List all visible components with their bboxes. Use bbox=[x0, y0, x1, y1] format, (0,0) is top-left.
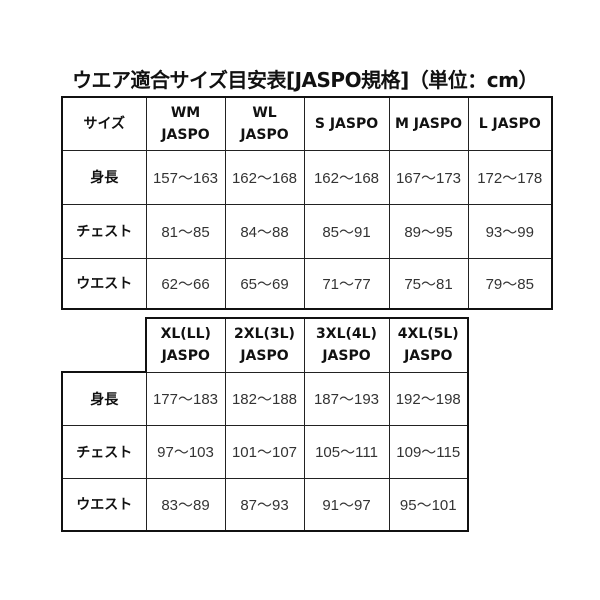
empty-corner bbox=[62, 318, 146, 372]
cell: 162〜168 bbox=[303, 149, 390, 205]
cell: 192〜198 bbox=[388, 371, 469, 426]
column-header: L JASPO bbox=[467, 96, 553, 151]
column-header: M JASPO bbox=[388, 96, 469, 151]
header-line2: JASPO bbox=[240, 348, 289, 365]
table-row: ウエスト 62〜66 65〜69 71〜77 75〜81 79〜85 bbox=[61, 257, 553, 310]
row-label: 身長 bbox=[61, 371, 147, 426]
cell: 105〜111 bbox=[303, 424, 390, 479]
cell: 62〜66 bbox=[145, 257, 226, 310]
cell: 97〜103 bbox=[145, 424, 226, 479]
cell: 89〜95 bbox=[388, 203, 469, 259]
corner-header: サイズ bbox=[61, 96, 147, 151]
cell: 162〜168 bbox=[224, 149, 305, 205]
cell: 87〜93 bbox=[224, 477, 305, 532]
column-header: S JASPO bbox=[303, 96, 390, 151]
size-table-standard: サイズ WM JASPO WL JASPO S JASPO M JASPO L JA… bbox=[61, 96, 553, 310]
table-row: チェスト 97〜103 101〜107 105〜111 109〜115 bbox=[61, 424, 469, 479]
cell: 85〜91 bbox=[303, 203, 390, 259]
table-row: 身長 177〜183 182〜188 187〜193 192〜198 bbox=[61, 371, 469, 426]
header-line1: WM bbox=[170, 104, 201, 121]
header-row: サイズ WM JASPO WL JASPO S JASPO M JASPO L JA… bbox=[61, 96, 553, 151]
cell: 101〜107 bbox=[224, 424, 305, 479]
column-header: 2XL(3L) JASPO bbox=[224, 317, 305, 373]
cell: 93〜99 bbox=[467, 203, 553, 259]
row-label: ウエスト bbox=[61, 257, 147, 310]
cell: 187〜193 bbox=[303, 371, 390, 426]
row-label: チェスト bbox=[61, 203, 147, 259]
cell: 95〜101 bbox=[388, 477, 469, 532]
column-header: 3XL(4L) JASPO bbox=[303, 317, 390, 373]
table-row: 身長 157〜163 162〜168 162〜168 167〜173 172〜1… bbox=[61, 149, 553, 205]
row-label: 身長 bbox=[61, 149, 147, 205]
table-row: チェスト 81〜85 84〜88 85〜91 89〜95 93〜99 bbox=[61, 203, 553, 259]
header-line1: 4XL(5L) bbox=[397, 326, 459, 343]
header-line1: XL(LL) bbox=[160, 326, 211, 343]
header-line2: JASPO bbox=[322, 348, 371, 365]
row-label: チェスト bbox=[61, 424, 147, 479]
header-line2: JASPO bbox=[404, 348, 453, 365]
cell: 177〜183 bbox=[145, 371, 226, 426]
header-line1: 2XL(3L) bbox=[234, 326, 295, 343]
cell: 172〜178 bbox=[467, 149, 553, 205]
cell: 75〜81 bbox=[388, 257, 469, 310]
header-line1: 3XL(4L) bbox=[316, 326, 377, 343]
row-label: ウエスト bbox=[61, 477, 147, 532]
header-line2: JASPO bbox=[161, 348, 210, 365]
cell: 91〜97 bbox=[303, 477, 390, 532]
page-title: ウエア適合サイズ目安表[JASPO規格]（単位：cm） bbox=[72, 68, 538, 92]
size-table-large: XL(LL) JASPO 2XL(3L) JASPO 3XL(4L) JASPO 4X… bbox=[61, 317, 469, 532]
table-row: ウエスト 83〜89 87〜93 91〜97 95〜101 bbox=[61, 477, 469, 532]
cell: 65〜69 bbox=[224, 257, 305, 310]
cell: 84〜88 bbox=[224, 203, 305, 259]
column-header: WL JASPO bbox=[224, 96, 305, 151]
header-line2: JASPO bbox=[161, 126, 210, 143]
cell: 83〜89 bbox=[145, 477, 226, 532]
cell: 81〜85 bbox=[145, 203, 226, 259]
header-row: XL(LL) JASPO 2XL(3L) JASPO 3XL(4L) JASPO 4X… bbox=[62, 317, 469, 373]
column-header: WM JASPO bbox=[145, 96, 226, 151]
cell: 157〜163 bbox=[145, 149, 226, 205]
cell: 167〜173 bbox=[388, 149, 469, 205]
cell: 182〜188 bbox=[224, 371, 305, 426]
column-header: 4XL(5L) JASPO bbox=[388, 317, 469, 373]
cell: 71〜77 bbox=[303, 257, 390, 310]
header-line1: WL bbox=[252, 104, 277, 121]
cell: 109〜115 bbox=[388, 424, 469, 479]
cell: 79〜85 bbox=[467, 257, 553, 310]
header-line2: JASPO bbox=[240, 126, 289, 143]
column-header: XL(LL) JASPO bbox=[145, 317, 226, 373]
